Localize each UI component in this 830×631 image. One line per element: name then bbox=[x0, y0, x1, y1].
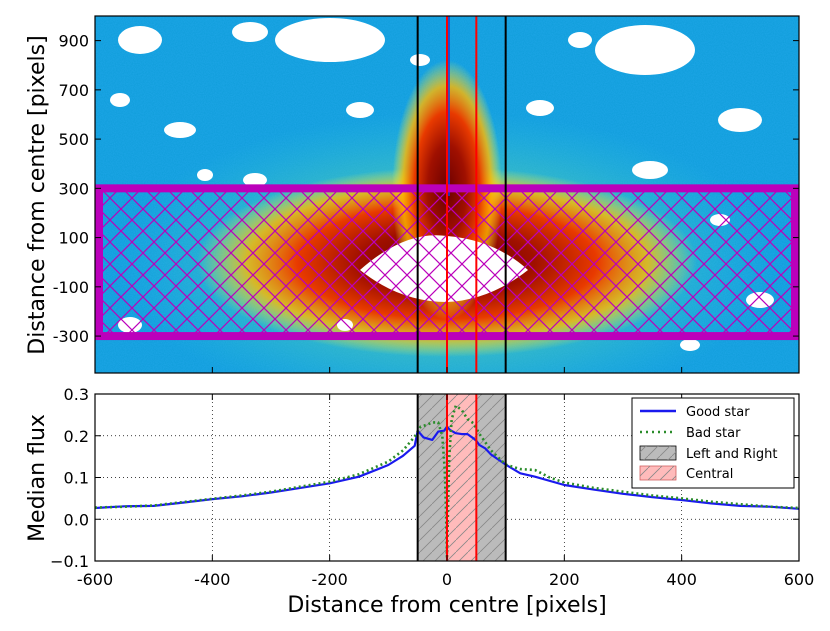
x-tick-label: -200 bbox=[312, 570, 348, 589]
legend-entry-bad-star[interactable]: Bad star bbox=[640, 426, 741, 441]
image-y-tick-label: 700 bbox=[58, 81, 89, 100]
image-y-axis-label: Distance from centre [pixels] bbox=[25, 35, 50, 354]
x-axis-label: Distance from centre [pixels] bbox=[287, 593, 606, 618]
top-vertical-lines bbox=[416, 16, 507, 373]
image-y-tick-label: -100 bbox=[53, 278, 89, 297]
shaded-regions bbox=[417, 394, 506, 561]
flux-y-tick-label: 0.3 bbox=[64, 385, 89, 404]
legend-label-bad-star: Bad star bbox=[686, 426, 741, 441]
flux-y-ticks: 0.3 0.2 0.1 0.0 −0.1 bbox=[50, 385, 799, 571]
x-tick-label: 400 bbox=[666, 570, 697, 589]
x-tick-label: -400 bbox=[194, 570, 230, 589]
image-panel: 900 700 500 300 100 -100 -300 Distance from ce… bbox=[25, 15, 800, 374]
image-y-tick-label: -300 bbox=[53, 327, 89, 346]
legend-swatch-central-hatch bbox=[640, 466, 676, 480]
bottom-vertical-lines bbox=[416, 394, 507, 561]
image-y-tick-label: 100 bbox=[58, 229, 89, 248]
flux-y-tick-label: 0.0 bbox=[64, 510, 89, 529]
flux-y-tick-label: 0.1 bbox=[64, 469, 89, 488]
shaded-region-hatch-1 bbox=[447, 394, 477, 561]
x-tick-label: -600 bbox=[77, 570, 113, 589]
legend-label-central: Central bbox=[686, 467, 733, 482]
x-tick-label: 0 bbox=[442, 570, 452, 589]
x-tick-label: 600 bbox=[784, 570, 815, 589]
legend-label-left-right: Left and Right bbox=[686, 447, 777, 462]
image-y-tick-label: 500 bbox=[58, 130, 89, 149]
legend-swatch-left-right-hatch bbox=[640, 446, 676, 460]
flux-y-axis-label: Median flux bbox=[25, 414, 50, 542]
legend-entry-left-right[interactable]: Left and Right bbox=[639, 445, 777, 462]
legend-label-good-star: Good star bbox=[686, 405, 750, 420]
image-y-tick-label: 900 bbox=[58, 32, 89, 51]
flux-y-tick-label: −0.1 bbox=[50, 552, 89, 571]
flux-panel: 0.30.20.10.0−0.1 -600 -400 -200 0 200 400 600 … bbox=[25, 385, 814, 618]
flux-y-tick-label: 0.2 bbox=[64, 427, 89, 446]
x-tick-label: 200 bbox=[549, 570, 580, 589]
image-y-tick-label: 300 bbox=[58, 179, 89, 198]
image-y-ticks: 900 700 500 300 100 -100 -300 bbox=[53, 32, 800, 373]
legend-entry-central[interactable]: Central bbox=[639, 465, 733, 482]
legend[interactable]: Good star Bad star Left and Right Centra… bbox=[631, 397, 795, 489]
legend-entry-good-star[interactable]: Good star bbox=[640, 405, 750, 420]
series-lines bbox=[95, 404, 799, 559]
